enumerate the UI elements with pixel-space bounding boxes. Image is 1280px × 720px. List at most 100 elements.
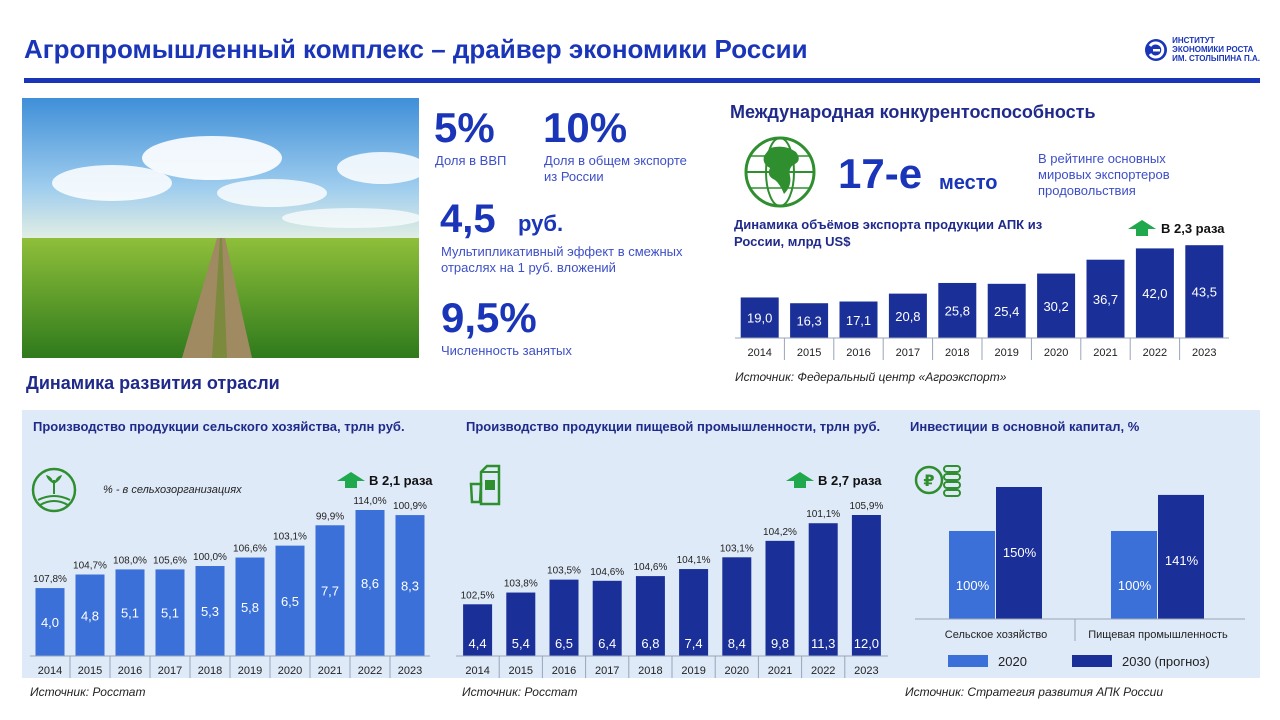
bar-value-label: 43,5 [1192, 285, 1217, 300]
bar-2018 [195, 566, 225, 656]
bar-value-label: 4,8 [81, 608, 99, 623]
year-tick-label: 2015 [797, 347, 821, 359]
food-growth-badge: В 2,7 раза [786, 472, 882, 488]
export-bar-chart: 19,0 2014 16,3 2015 17,1 2016 20,8 2017 25,8 2018… [735, 245, 1229, 360]
pct-label: 104,1% [677, 555, 711, 566]
export-share-label: Доля в общем экспорте из России [544, 153, 687, 184]
page-title: Агропромышленный комплекс – драйвер экон… [24, 34, 808, 64]
bar-value-label: 9,8 [771, 636, 789, 651]
bar-2017 [888, 293, 927, 338]
multiplier-unit: руб. [518, 211, 564, 236]
invest-value-label: 100% [956, 578, 990, 593]
bar-value-label: 4,4 [469, 636, 487, 651]
logo-line-3: ИМ. СТОЛЫПИНА П.А. [1172, 54, 1260, 63]
logo-line-1: ИНСТИТУТ [1172, 36, 1215, 45]
bar-2016 [839, 301, 878, 338]
agri-bar-chart: 4,0 107,8% 2014 4,8 104,7% 2015 5,1 108,0% 2016 5… [30, 496, 430, 678]
year-tick-label: 2020 [725, 665, 749, 677]
invest-bar-chart: 100% 150% Сельское хозяйство 100% 141% Пищева… [915, 487, 1245, 669]
bar-2017 [592, 580, 622, 656]
svg-text:₽: ₽ [923, 473, 934, 490]
invest-bar [1158, 494, 1204, 619]
year-tick-label: 2018 [198, 665, 222, 677]
title-divider [24, 78, 1260, 83]
food-source: Источник: Росстат [462, 685, 578, 699]
rank-word: место [939, 172, 998, 194]
up-arrow-icon [786, 472, 814, 488]
invest-value-label: 100% [1118, 578, 1152, 593]
bar-value-label: 6,5 [281, 594, 299, 609]
pct-label: 104,2% [763, 527, 797, 538]
export-growth-badge: В 2,3 раза [1128, 220, 1225, 236]
year-tick-label: 2018 [638, 665, 662, 677]
pct-label: 100,0% [193, 552, 227, 563]
bar-value-label: 5,1 [121, 606, 139, 621]
bar-value-label: 4,0 [41, 615, 59, 630]
pct-label: 108,0% [113, 555, 147, 566]
food-bar-chart: 4,4 102,5% 2014 5,4 103,8% 2015 6,5 103,5% 2016 6… [456, 501, 888, 678]
bar-2020 [722, 557, 752, 656]
employment-value: 9,5% [441, 294, 537, 341]
year-tick-label: 2020 [1044, 347, 1068, 359]
pct-label: 101,1% [806, 509, 840, 520]
bar-value-label: 16,3 [796, 314, 821, 329]
bar-2022 [355, 510, 385, 656]
bar-value-label: 5,3 [201, 604, 219, 619]
bar-2016 [115, 569, 145, 656]
bar-value-label: 6,5 [555, 636, 573, 651]
legend-label: 2020 [998, 654, 1027, 669]
year-tick-label: 2017 [158, 665, 182, 677]
field-photo [22, 98, 419, 358]
multiplier-value: 4,5 [440, 197, 496, 241]
intl-heading: Международная конкурентоспособность [730, 102, 1096, 122]
bar-value-label: 8,3 [401, 579, 419, 594]
bar-2023 [1185, 245, 1224, 338]
bar-2021 [765, 540, 795, 656]
bar-2014 [740, 297, 779, 338]
year-tick-label: 2021 [768, 665, 792, 677]
bar-2019 [235, 557, 265, 656]
pct-label: 107,8% [33, 574, 67, 585]
bar-2014 [463, 604, 493, 656]
year-tick-label: 2017 [595, 665, 619, 677]
year-tick-label: 2014 [747, 347, 771, 359]
bar-2020 [1037, 273, 1076, 338]
gdp-share-label: Доля в ВВП [435, 153, 507, 168]
year-tick-label: 2015 [78, 665, 102, 677]
pct-label: 102,5% [461, 590, 495, 601]
bar-value-label: 8,6 [361, 576, 379, 591]
year-tick-label: 2017 [896, 347, 920, 359]
bar-value-label: 11,3 [811, 636, 835, 651]
year-tick-label: 2023 [854, 665, 878, 677]
year-tick-label: 2014 [38, 665, 62, 677]
year-tick-label: 2023 [398, 665, 422, 677]
bar-2022 [1135, 248, 1174, 338]
bar-2021 [1086, 259, 1125, 338]
year-tick-label: 2020 [278, 665, 302, 677]
export-source: Источник: Федеральный центр «Агроэкспорт… [735, 370, 1007, 384]
bar-value-label: 17,1 [846, 313, 871, 328]
bar-value-label: 5,4 [512, 636, 530, 651]
employment-label: Численность занятых [441, 343, 572, 358]
agri-source: Источник: Росстат [30, 685, 146, 699]
bar-2022 [808, 523, 838, 656]
institute-logo[interactable]: ИНСТИТУТ ЭКОНОМИКИ РОСТА ИМ. СТОЛЫПИНА П… [1144, 36, 1260, 63]
field-plant-icon [30, 466, 78, 519]
agri-chart-title: Производство продукции сельского хозяйст… [33, 419, 405, 434]
bar-value-label: 5,1 [161, 606, 179, 621]
pct-label: 104,6% [633, 562, 667, 573]
bar-2018 [635, 576, 665, 656]
bar-value-label: 36,7 [1093, 292, 1118, 307]
logo-line-2: ЭКОНОМИКИ РОСТА [1172, 45, 1254, 54]
bar-value-label: 25,8 [945, 303, 970, 318]
milk-carton-icon [467, 462, 505, 513]
pct-label: 103,8% [504, 579, 538, 590]
invest-category-label: Сельское хозяйство [945, 629, 1047, 641]
year-tick-label: 2022 [1143, 347, 1167, 359]
bar-value-label: 6,4 [598, 636, 616, 651]
year-tick-label: 2021 [1093, 347, 1117, 359]
pct-label: 103,1% [273, 532, 307, 543]
up-arrow-icon [1128, 220, 1156, 236]
bar-2023 [395, 515, 425, 656]
year-tick-label: 2014 [465, 665, 489, 677]
